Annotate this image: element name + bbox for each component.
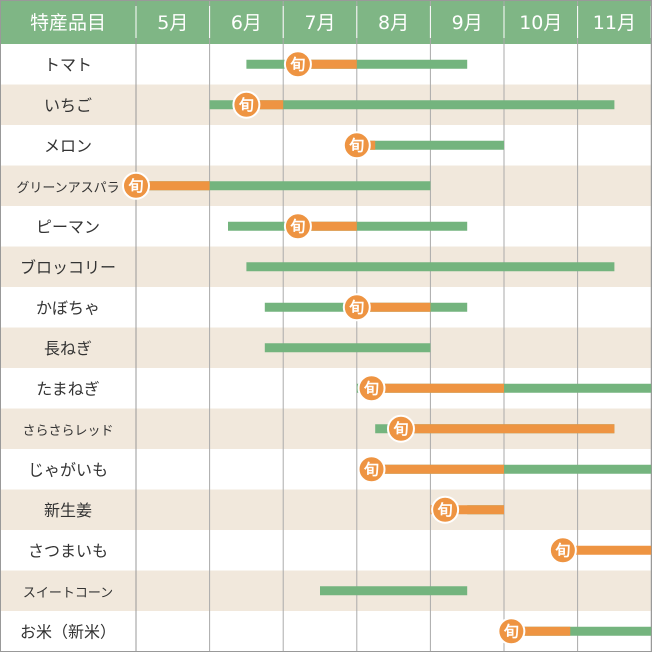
peak-badge <box>386 414 415 443</box>
peak-badge-label: 旬 <box>554 541 570 559</box>
row-label: トマト <box>44 55 92 74</box>
peak-badge-label: 旬 <box>392 420 408 438</box>
peak-badge <box>283 212 312 241</box>
month-header: 9月 <box>452 12 483 34</box>
available-bar <box>356 140 504 150</box>
peak-badge <box>342 131 371 160</box>
peak-bar <box>504 626 571 636</box>
available-bar <box>246 262 615 272</box>
month-header: 7月 <box>304 12 335 34</box>
peak-bar <box>430 505 504 515</box>
month-header: 6月 <box>231 12 262 34</box>
peak-bar <box>297 59 357 69</box>
available-bar <box>209 100 615 110</box>
peak-bar <box>297 221 357 231</box>
peak-bar <box>371 383 504 393</box>
peak-bar <box>371 464 504 474</box>
available-bar <box>264 343 431 353</box>
row-label: さつまいも <box>28 541 108 560</box>
row-label: ピーマン <box>36 217 100 236</box>
row-background <box>0 125 652 166</box>
month-header: 8月 <box>378 12 409 34</box>
month-header: 11月 <box>593 12 636 34</box>
peak-badge <box>122 171 150 200</box>
peak-badge <box>342 293 371 322</box>
peak-badge <box>357 374 386 403</box>
header-background <box>0 0 652 44</box>
available-bar <box>320 586 468 596</box>
row-background <box>0 489 652 530</box>
peak-bar <box>136 181 210 191</box>
peak-badge-label: 旬 <box>289 55 305 73</box>
row-label: さらさらレッド <box>22 424 113 439</box>
peak-badge <box>357 455 386 484</box>
row-label: メロン <box>44 136 92 155</box>
peak-badge <box>548 536 577 565</box>
row-label: グリーンアスパラ <box>16 181 119 196</box>
peak-badge-label: 旬 <box>437 501 453 519</box>
row-label: ブロッコリー <box>20 258 116 277</box>
row-label: いちご <box>44 96 92 115</box>
peak-badge-label: 旬 <box>127 177 143 195</box>
peak-bar <box>562 545 652 555</box>
peak-badge-label: 旬 <box>348 136 364 154</box>
month-header: 5月 <box>157 12 188 34</box>
header-label: 特産品目 <box>30 12 106 34</box>
peak-bar <box>400 424 615 434</box>
peak-badge-label: 旬 <box>363 460 379 478</box>
row-label: 長ねぎ <box>44 339 92 358</box>
peak-badge-label: 旬 <box>363 379 379 397</box>
row-label: お米（新米） <box>20 622 116 641</box>
row-label: かぼちゃ <box>36 298 100 317</box>
row-label: じゃがいも <box>28 460 108 479</box>
available-bar <box>375 464 652 474</box>
available-bar <box>504 626 652 636</box>
peak-badge <box>497 617 526 646</box>
month-header: 10月 <box>519 12 562 34</box>
peak-badge <box>283 50 312 79</box>
peak-badge <box>431 495 460 524</box>
peak-badge <box>232 90 261 119</box>
peak-bar <box>246 100 284 110</box>
peak-bar <box>356 302 431 312</box>
row-background <box>0 530 652 571</box>
row-label: たまねぎ <box>36 379 100 398</box>
peak-badge-label: 旬 <box>503 622 519 640</box>
available-bar <box>136 181 431 191</box>
row-label: スイートコーン <box>23 586 113 601</box>
peak-badge-label: 旬 <box>238 96 254 114</box>
peak-badge-label: 旬 <box>348 298 364 316</box>
peak-badge-label: 旬 <box>289 217 305 235</box>
row-label: 新生姜 <box>44 501 92 520</box>
